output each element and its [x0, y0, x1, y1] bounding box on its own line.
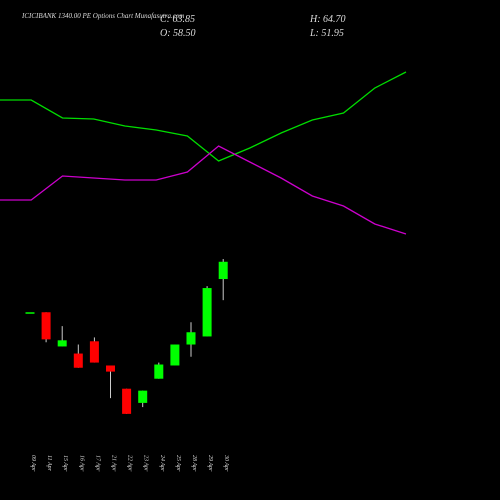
chart-title: ICICIBANK 1340.00 PE Options Chart Munaf… [21, 12, 184, 20]
x-tick-label: 29 Apr [207, 455, 213, 472]
x-tick-label: 22 Apr [127, 455, 133, 472]
x-tick-label: 30 Apr [223, 454, 229, 472]
candle-body [138, 390, 148, 403]
x-tick-label: 21 Apr [111, 455, 117, 472]
open-label: O: 58.50 [160, 28, 196, 39]
indicator-line [0, 71, 407, 162]
candle-body [41, 312, 51, 340]
high-label: H: 64.70 [309, 14, 346, 25]
candle-body [170, 344, 180, 366]
indicator-line [0, 145, 407, 235]
candle-body [25, 312, 35, 314]
x-tick-label: 17 Apr [94, 455, 100, 472]
x-tick-label: 15 Apr [62, 455, 68, 472]
candle-body [89, 341, 99, 363]
x-tick-label: 16 Apr [78, 455, 84, 472]
candle-body [186, 332, 196, 345]
candle-body [122, 388, 132, 414]
candle-body [57, 340, 67, 347]
close-label: C: 63.85 [160, 14, 195, 25]
x-tick-label: 11 Apr [46, 455, 52, 472]
candle-body [106, 365, 115, 372]
x-tick-label: 23 Apr [143, 455, 149, 472]
candle-body [202, 288, 212, 337]
x-tick-label: 25 Apr [175, 455, 181, 472]
candle-body [154, 364, 164, 379]
candle-body [218, 261, 228, 280]
x-tick-label: 24 Apr [159, 455, 166, 472]
x-tick-label: 28 Apr [191, 455, 197, 472]
low-label: L: 51.95 [309, 28, 344, 39]
candle-body [73, 353, 83, 368]
x-tick-label: 09 Apr [30, 455, 36, 472]
